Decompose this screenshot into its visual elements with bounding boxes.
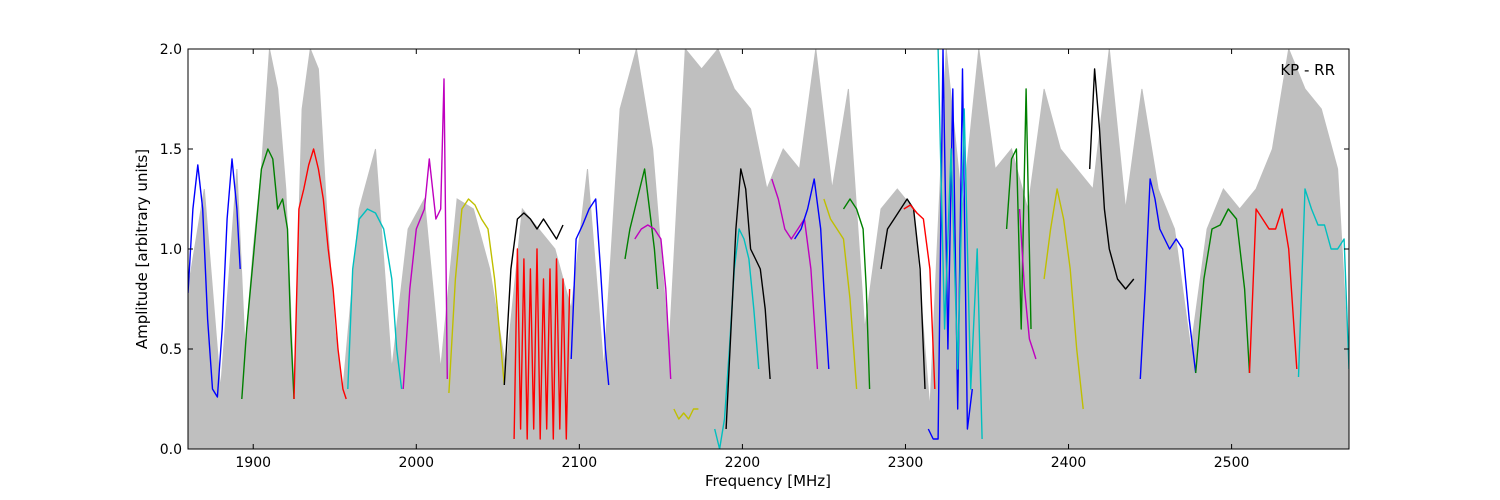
series-line-12 [714, 228, 760, 449]
chart-annotation: KP - RR [1280, 61, 1335, 79]
series-line-8 [570, 198, 610, 386]
series-line-14 [771, 178, 819, 370]
y-tick-label: 1.5 [160, 142, 182, 158]
series-line-5 [448, 198, 505, 394]
series-line-15 [794, 178, 830, 370]
axis-ticks: 1900 2000 2100 2200 2300 2400 2500 0.0 0.5 1.0 1.5… [160, 42, 1349, 471]
x-tick-label: 1900 [235, 455, 271, 471]
x-axis-label: Frequency [MHz] [705, 472, 831, 490]
y-axis-label: Amplitude [arbitrary units] [133, 149, 151, 349]
series-line-9 [624, 168, 659, 290]
series-line-23 [1018, 208, 1037, 360]
x-tick-label: 2100 [562, 455, 598, 471]
y-tick-label: 1.0 [160, 242, 182, 258]
series-line-22 [1005, 88, 1032, 330]
series-line-1 [241, 148, 295, 400]
series-line-3 [347, 208, 403, 390]
y-tick-label: 0.5 [160, 342, 182, 358]
series-line-20 [927, 49, 973, 440]
series-line-6 [503, 212, 564, 386]
series-line-26 [1139, 178, 1197, 380]
series-line-24 [1043, 188, 1084, 410]
x-tick-label: 2300 [888, 455, 924, 471]
background-envelope [188, 49, 1349, 449]
plot-area [188, 49, 1349, 449]
series-line-16 [823, 198, 858, 390]
y-tick-label: 2.0 [160, 42, 182, 58]
series-line-25 [1089, 68, 1135, 290]
x-tick-label: 2400 [1051, 455, 1087, 471]
series-line-18 [880, 198, 926, 390]
series-line-17 [842, 198, 871, 390]
series-line-11 [673, 408, 699, 420]
series-line-29 [1297, 188, 1349, 378]
series-line-0 [188, 158, 241, 398]
series-line-7 [513, 248, 571, 440]
y-tick-label: 0.0 [160, 442, 182, 458]
series-line-19 [903, 204, 936, 390]
x-tick-label: 2500 [1214, 455, 1250, 471]
series-line-4 [402, 78, 448, 390]
series-line-10 [634, 224, 672, 380]
series-line-13 [725, 168, 771, 430]
x-tick-label: 2000 [398, 455, 434, 471]
x-tick-label: 2200 [725, 455, 761, 471]
series-line-21 [937, 49, 983, 440]
series-line-27 [1195, 208, 1251, 374]
series-line-2 [293, 148, 347, 400]
series-line-28 [1248, 208, 1298, 374]
